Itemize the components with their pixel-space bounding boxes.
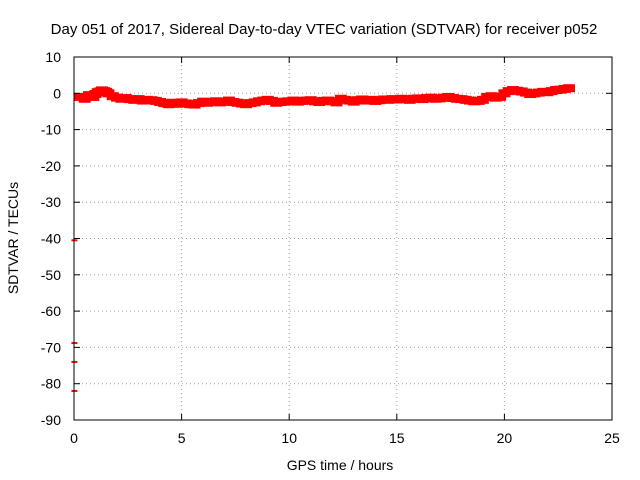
y-tick-label: -50 [41,267,61,283]
x-tick-label: 0 [70,430,78,446]
x-tick-label: 25 [604,430,620,446]
y-tick-label: 0 [53,85,61,101]
chart-title: Day 051 of 2017, Sidereal Day-to-day VTE… [51,21,598,38]
data-points [71,84,575,392]
x-tick-label: 10 [281,430,297,446]
y-tick-label: -60 [41,303,61,319]
axis-ticks: 0 5 10 15 20 25 10 0 -10 -20 -30 -40 -50 -60 -70 -80 -90 [41,49,620,446]
y-tick-label: -90 [41,412,61,428]
x-tick-label: 20 [497,430,513,446]
y-tick-label: 10 [45,49,61,65]
y-axis-label: SDTVAR / TECUs [5,182,21,294]
grid-lines [74,57,612,420]
y-tick-label: -20 [41,158,61,174]
y-tick-label: -40 [41,231,61,247]
x-tick-label: 15 [389,430,405,446]
data-point [562,84,575,93]
y-tick-label: -70 [41,339,61,355]
x-tick-label: 5 [178,430,186,446]
y-tick-label: -10 [41,122,61,138]
x-axis-label: GPS time / hours [287,457,394,473]
y-tick-label: -80 [41,376,61,392]
y-tick-label: -30 [41,194,61,210]
